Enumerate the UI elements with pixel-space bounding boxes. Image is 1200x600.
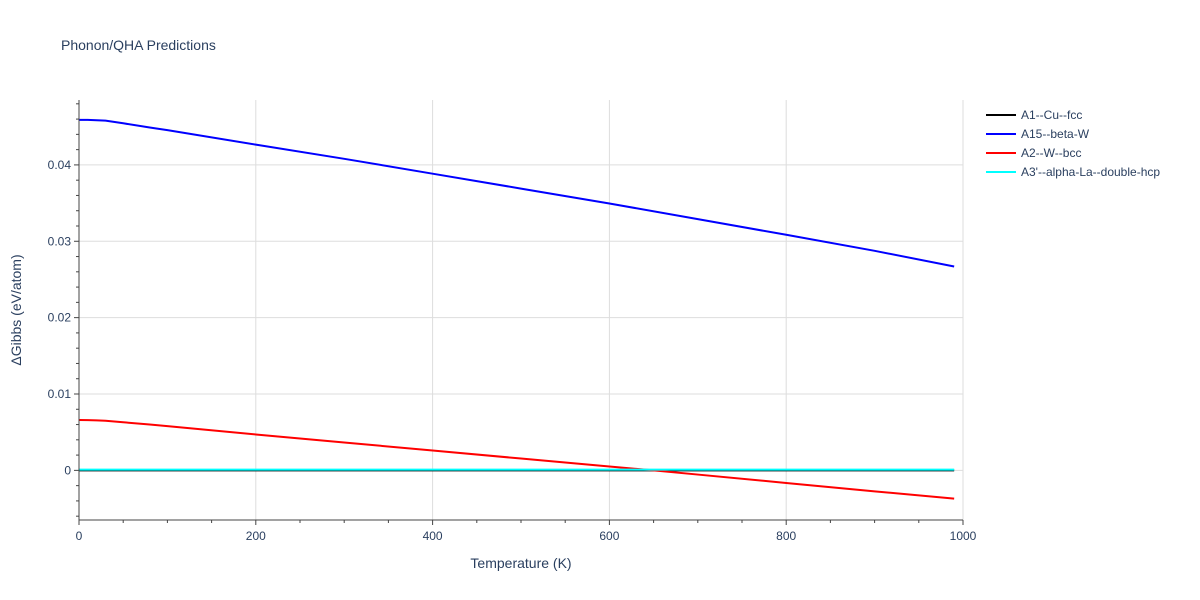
y-axis-title: ΔGibbs (eV/atom)	[8, 254, 24, 365]
x-tick-label: 0	[76, 529, 83, 543]
legend-label: A1--Cu--fcc	[1021, 108, 1082, 122]
chart-title: Phonon/QHA Predictions	[61, 37, 216, 53]
legend-item[interactable]: A2--W--bcc	[986, 146, 1081, 160]
legend-label: A3'--alpha-La--double-hcp	[1021, 165, 1160, 179]
y-tick-label: 0.04	[48, 158, 72, 172]
legend-item[interactable]: A1--Cu--fcc	[986, 108, 1082, 122]
legend-item[interactable]: A15--beta-W	[986, 127, 1090, 141]
series-line-2[interactable]	[79, 118, 955, 268]
y-tick-label: 0.02	[48, 311, 72, 325]
legend-item[interactable]: A3'--alpha-La--double-hcp	[986, 165, 1160, 179]
legend-label: A15--beta-W	[1021, 127, 1090, 141]
x-tick-label: 400	[423, 529, 443, 543]
x-tick-label: 800	[776, 529, 796, 543]
axes: 0 200 400 600 800 1000 0 0.01 0.02 0.03 0.04	[48, 100, 977, 543]
y-tick-label: 0.01	[48, 387, 72, 401]
y-tick-label: 0.03	[48, 234, 72, 248]
plot-area[interactable]	[78, 118, 955, 500]
y-tick-label: 0	[64, 463, 71, 477]
legend[interactable]: A1--Cu--fcc A15--beta-W A2--W--bcc A3'--alp…	[986, 108, 1160, 179]
legend-label: A2--W--bcc	[1021, 146, 1081, 160]
x-axis-title: Temperature (K)	[470, 555, 571, 571]
series-line-3[interactable]	[78, 418, 955, 500]
x-tick-label: 200	[246, 529, 266, 543]
x-tick-label: 1000	[950, 529, 977, 543]
x-tick-label: 600	[599, 529, 619, 543]
